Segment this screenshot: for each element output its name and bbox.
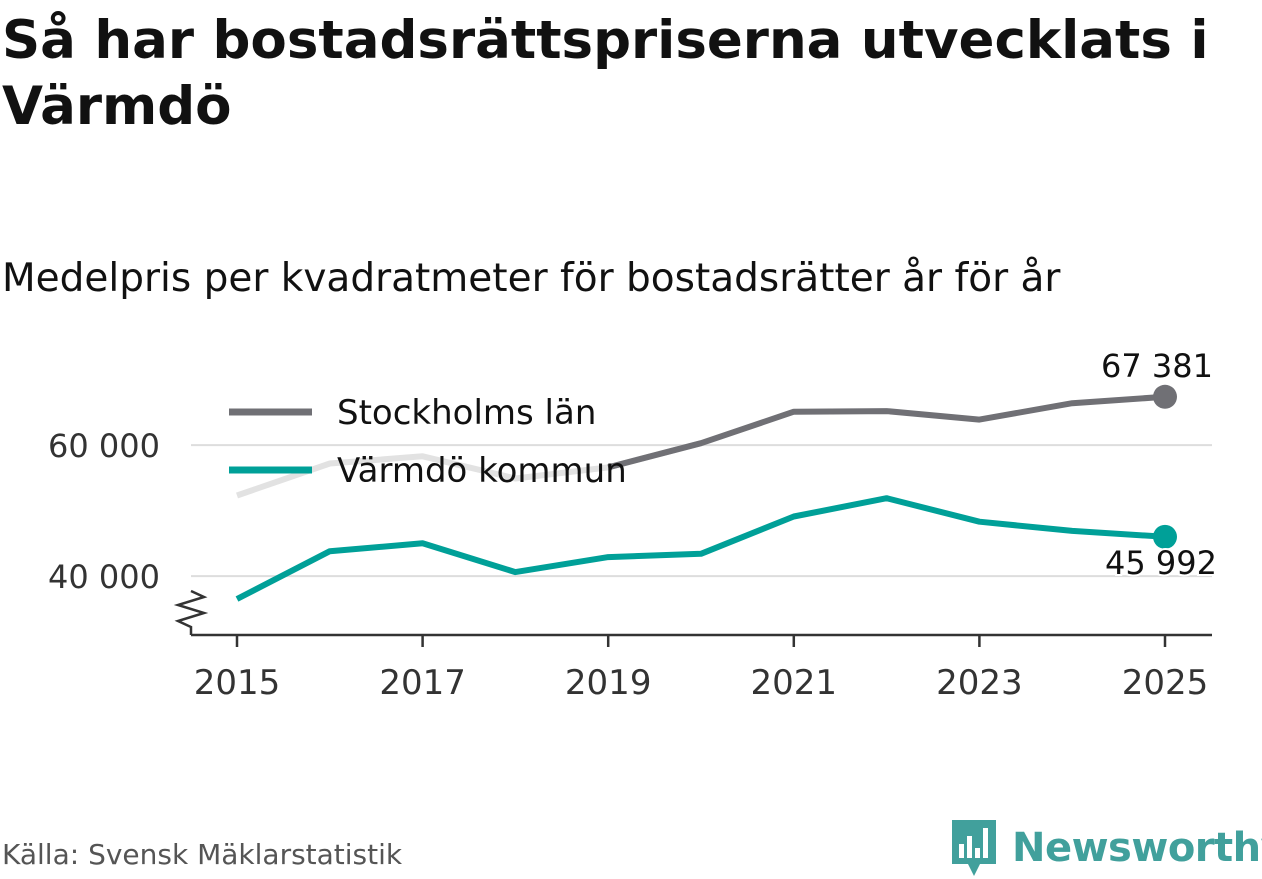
brand-logo: Newsworthy	[950, 818, 1262, 878]
x-tick-label: 2023	[936, 663, 1023, 703]
label-layer: 67 381 45 992	[1101, 347, 1219, 584]
y-tick-label: 40 000	[48, 558, 160, 596]
series-layer	[235, 384, 1177, 602]
x-tick-label: 2019	[565, 663, 652, 703]
series-line-stockholm	[607, 393, 1166, 471]
series-line-varmdo	[235, 495, 1166, 602]
end-label-varmdo: 45 992	[1105, 544, 1217, 582]
axis-layer: 40 000 60 000 2015 2017 2019 2021 2023 2025	[48, 427, 1212, 703]
end-point-stockholm	[1153, 384, 1177, 409]
end-point-varmdo	[1153, 524, 1177, 549]
brand-name: Newsworthy	[1012, 825, 1262, 871]
x-tick-label: 2017	[379, 663, 466, 703]
legend-item-varmdo-label: Värmdö kommun	[337, 451, 627, 491]
chart-title: Så har bostadsrättspriserna utvecklats i…	[2, 10, 1209, 137]
end-label-stockholm: 67 381	[1101, 347, 1213, 385]
legend-item-stockholm-label: Stockholms län	[337, 393, 596, 433]
x-tick-label: 2025	[1122, 663, 1209, 703]
axis-break-icon	[173, 589, 209, 635]
newsworthy-logo-icon	[952, 820, 996, 876]
chart-subtitle: Medelpris per kvadratmeter för bostadsrä…	[2, 256, 1061, 301]
y-tick-label: 60 000	[48, 427, 160, 465]
source-note: Källa: Svensk Mäklarstatistik	[2, 838, 403, 871]
x-tick-label: 2015	[194, 663, 281, 703]
x-tick-label: 2021	[751, 663, 838, 703]
legend: Stockholms län Värmdö kommun	[229, 393, 627, 491]
